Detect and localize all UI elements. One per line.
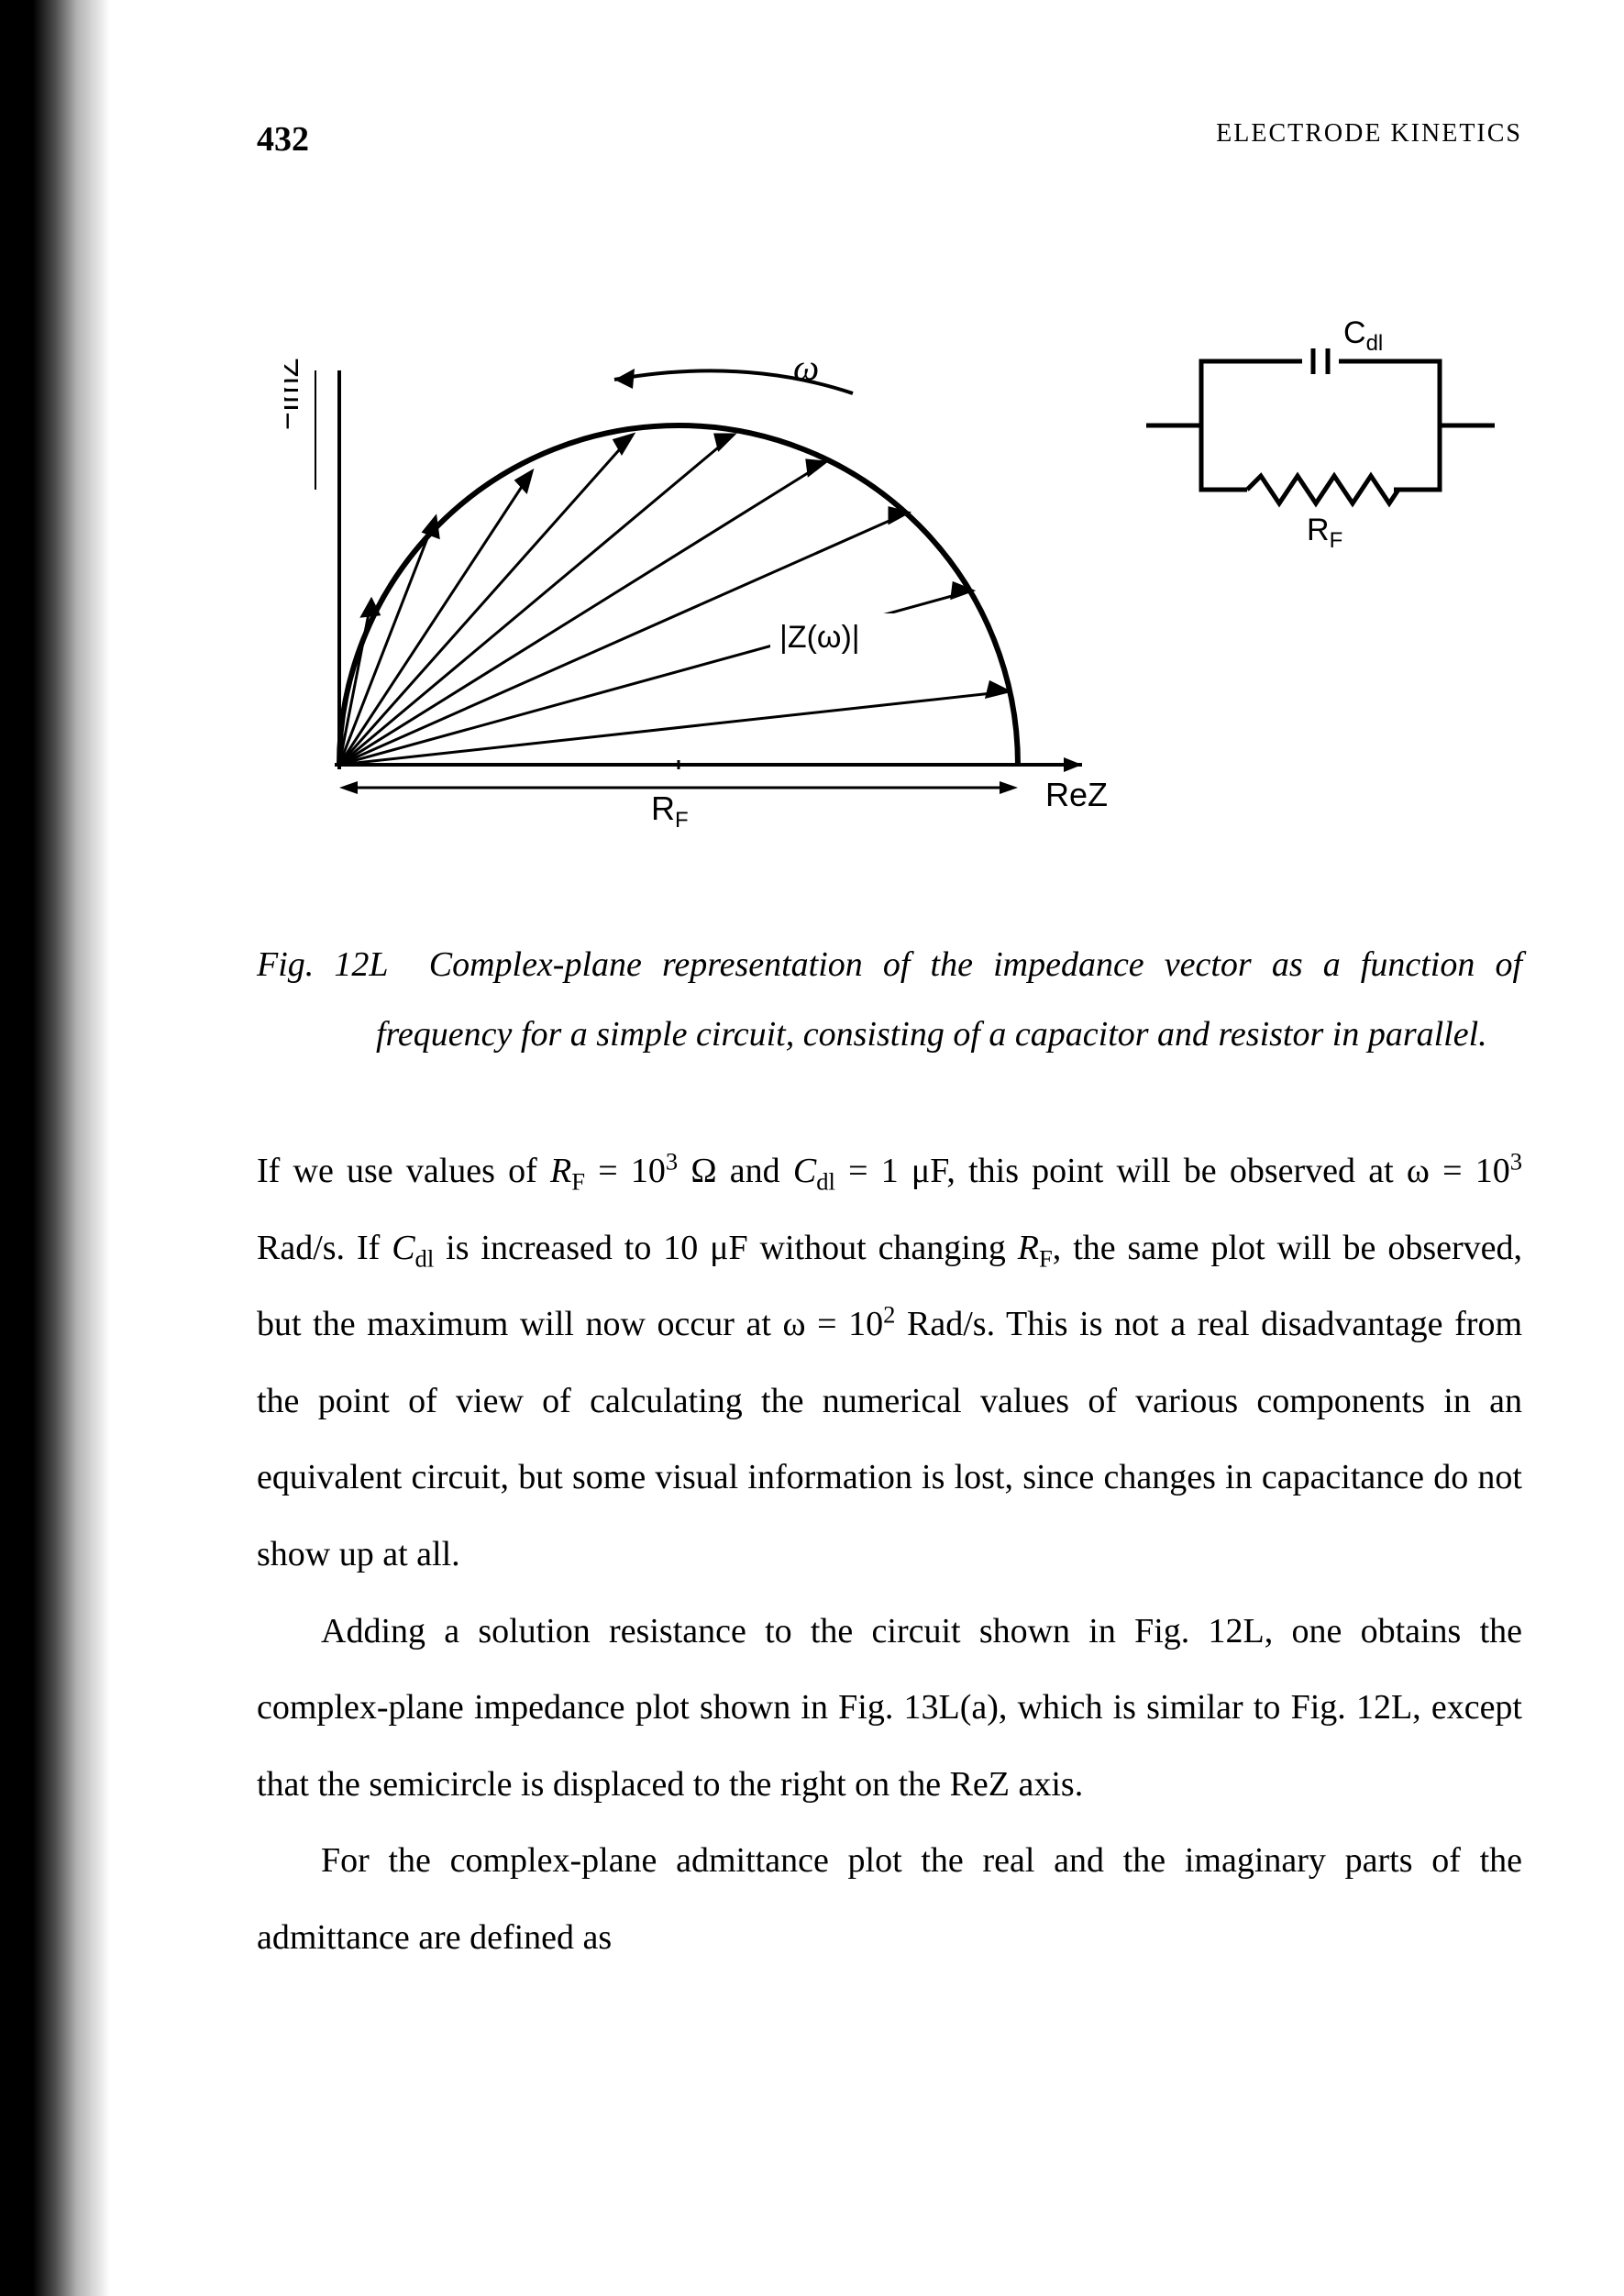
scan-artifact-edge: [0, 0, 110, 2296]
circuit-rf-label: R: [1307, 513, 1330, 547]
page-header: 432 ELECTRODE KINETICS: [257, 119, 1522, 160]
x-axis-label: ReZ: [1045, 776, 1108, 813]
page-number: 432: [257, 119, 309, 160]
page-content: 432 ELECTRODE KINETICS: [257, 119, 1522, 1977]
y-axis-label: −ImZ: [284, 359, 305, 430]
chapter-title: ELECTRODE KINETICS: [1216, 119, 1522, 160]
nyquist-plot: −ImZ ω |Z(ω)| RF ReZ: [284, 306, 1128, 838]
figure-label: Fig. 12L: [257, 945, 389, 984]
rf-label: R: [651, 789, 675, 827]
svg-text:RF: RF: [651, 789, 689, 833]
figure-area: −ImZ ω |Z(ω)| RF ReZ: [257, 306, 1522, 875]
paragraph-2: Adding a solution resistance to the circ…: [257, 1594, 1522, 1824]
figure-caption: Fig. 12L Complex-plane representation of…: [376, 930, 1522, 1069]
circuit-rf-sub: F: [1330, 528, 1343, 553]
svg-text:Cdl: Cdl: [1343, 315, 1383, 356]
cdl-sub: dl: [1366, 331, 1384, 356]
omega-label: ω: [793, 347, 819, 388]
circuit-diagram: Cdl RF: [1146, 306, 1495, 563]
z-magnitude-label: |Z(ω)|: [779, 620, 860, 655]
paragraph-3: For the complex-plane admittance plot th…: [257, 1823, 1522, 1976]
cdl-label: C: [1343, 315, 1366, 350]
caption-text: Complex-plane representation of the impe…: [376, 945, 1522, 1054]
paragraph-1: If we use values of RF = 103 Ω and Cdl =…: [257, 1133, 1522, 1594]
svg-text:RF: RF: [1307, 513, 1342, 553]
rf-sub: F: [675, 808, 689, 833]
body-text: If we use values of RF = 103 Ω and Cdl =…: [257, 1133, 1522, 1977]
